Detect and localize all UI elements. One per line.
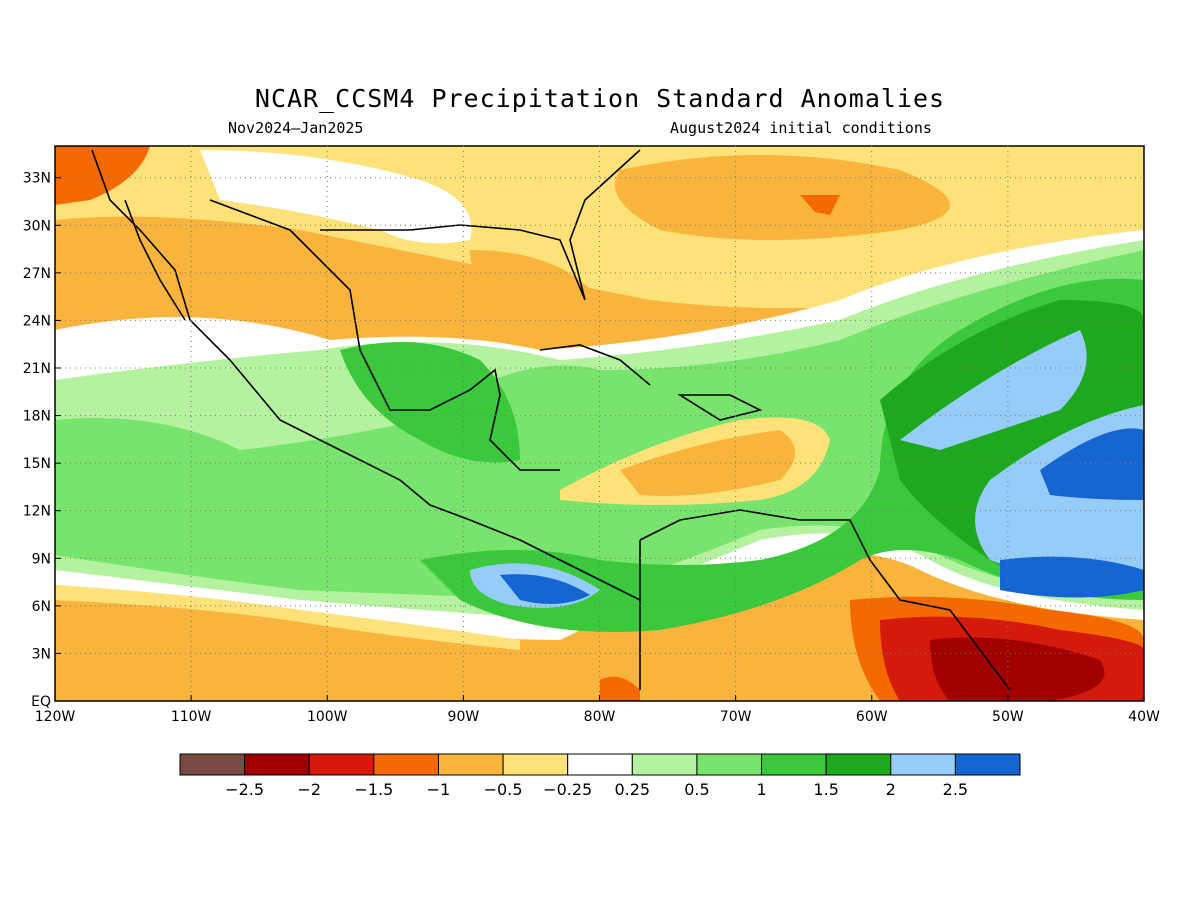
colorbar-swatch: [179, 753, 246, 776]
coastlines: [91, 149, 1011, 691]
x-tick-label: 70W: [720, 709, 752, 725]
colorbar-label: 2.5: [943, 780, 968, 799]
x-tick-label: 120W: [35, 709, 76, 725]
initial-conditions: August2024 initial conditions: [670, 119, 932, 137]
y-tick-label: 27N: [23, 266, 51, 282]
colorbar-swatch: [631, 753, 698, 776]
colorbar-swatch: [761, 753, 827, 776]
colorbar-label: −0.5: [484, 780, 523, 799]
colorbar-label: −0.25: [543, 780, 592, 799]
x-tick-label: 90W: [448, 709, 480, 725]
colorbar-swatch: [825, 753, 892, 776]
colorbar-label: 1: [756, 780, 766, 799]
x-tick-label: 80W: [584, 709, 616, 725]
colorbar-label: 0.5: [684, 780, 709, 799]
colorbar-labels: −2.5 −2 −1.5 −1 −0.5 −0.25 0.25 0.5 1 1.5 2 2.5: [225, 780, 968, 799]
y-tick-label: 33N: [23, 171, 51, 187]
y-tick-label: 30N: [23, 218, 51, 234]
colorbar-swatch: [954, 753, 1021, 776]
x-tick-label: 40W: [1128, 709, 1160, 725]
longitude-axis: 120W 110W 100W 90W 80W 70W 60W 50W 40W: [35, 695, 1160, 725]
y-tick-label: 21N: [23, 361, 51, 377]
anomaly-field: [55, 146, 1144, 701]
colorbar: [179, 753, 1021, 776]
colorbar-label: −1: [427, 780, 451, 799]
y-tick-label: 24N: [23, 313, 51, 329]
colorbar-label: −1.5: [354, 780, 393, 799]
map-title: NCAR_CCSM4 Precipitation Standard Anomal…: [254, 84, 946, 113]
x-tick-label: 110W: [171, 709, 212, 725]
y-tick-label: EQ: [31, 694, 51, 710]
y-tick-label: 9N: [32, 551, 51, 567]
colorbar-swatch: [373, 753, 439, 776]
colorbar-label: −2.5: [225, 780, 264, 799]
colorbar-swatch: [567, 753, 633, 776]
colorbar-label: 1.5: [813, 780, 838, 799]
y-tick-label: 12N: [23, 504, 51, 520]
colorbar-swatch: [244, 753, 310, 776]
x-tick-label: 60W: [856, 709, 888, 725]
colorbar-swatch: [696, 753, 763, 776]
x-tick-label: 100W: [307, 709, 348, 725]
colorbar-label: 0.25: [614, 780, 650, 799]
y-tick-label: 15N: [23, 456, 51, 472]
colorbar-swatch: [308, 753, 375, 776]
colorbar-swatch: [890, 753, 956, 776]
latitude-axis: EQ 3N 6N 9N 12N 15N 18N 21N 24N 27N 30N 33N: [23, 171, 61, 710]
colorbar-swatch: [437, 753, 504, 776]
colorbar-label: −2: [297, 780, 321, 799]
forecast-period: Nov2024–Jan2025: [228, 119, 364, 137]
x-tick-label: 50W: [992, 709, 1024, 725]
y-tick-label: 6N: [32, 599, 51, 615]
colorbar-swatch: [502, 753, 569, 776]
y-tick-label: 3N: [32, 646, 51, 662]
colorbar-label: 2: [886, 780, 896, 799]
y-tick-label: 18N: [23, 409, 51, 425]
